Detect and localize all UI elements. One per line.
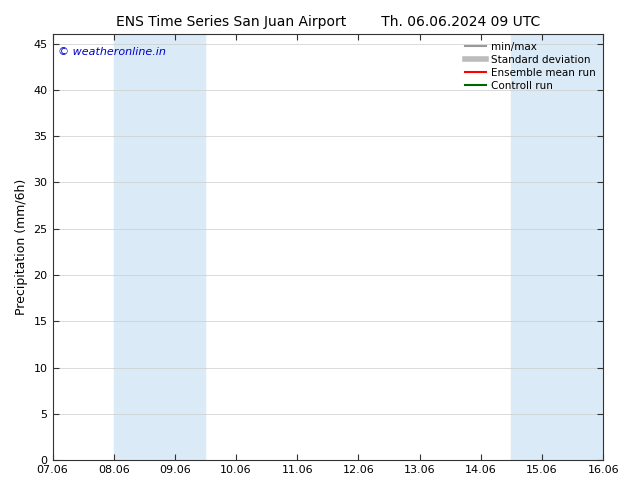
Bar <box>594 34 603 460</box>
Bar <box>113 34 145 460</box>
Y-axis label: Precipitation (mm/6h): Precipitation (mm/6h) <box>15 179 28 316</box>
Bar <box>542 34 603 460</box>
Bar <box>145 34 205 460</box>
Text: © weatheronline.in: © weatheronline.in <box>58 47 166 57</box>
Legend: min/max, Standard deviation, Ensemble mean run, Controll run: min/max, Standard deviation, Ensemble me… <box>461 37 600 95</box>
Title: ENS Time Series San Juan Airport        Th. 06.06.2024 09 UTC: ENS Time Series San Juan Airport Th. 06.… <box>116 15 540 29</box>
Bar <box>512 34 542 460</box>
